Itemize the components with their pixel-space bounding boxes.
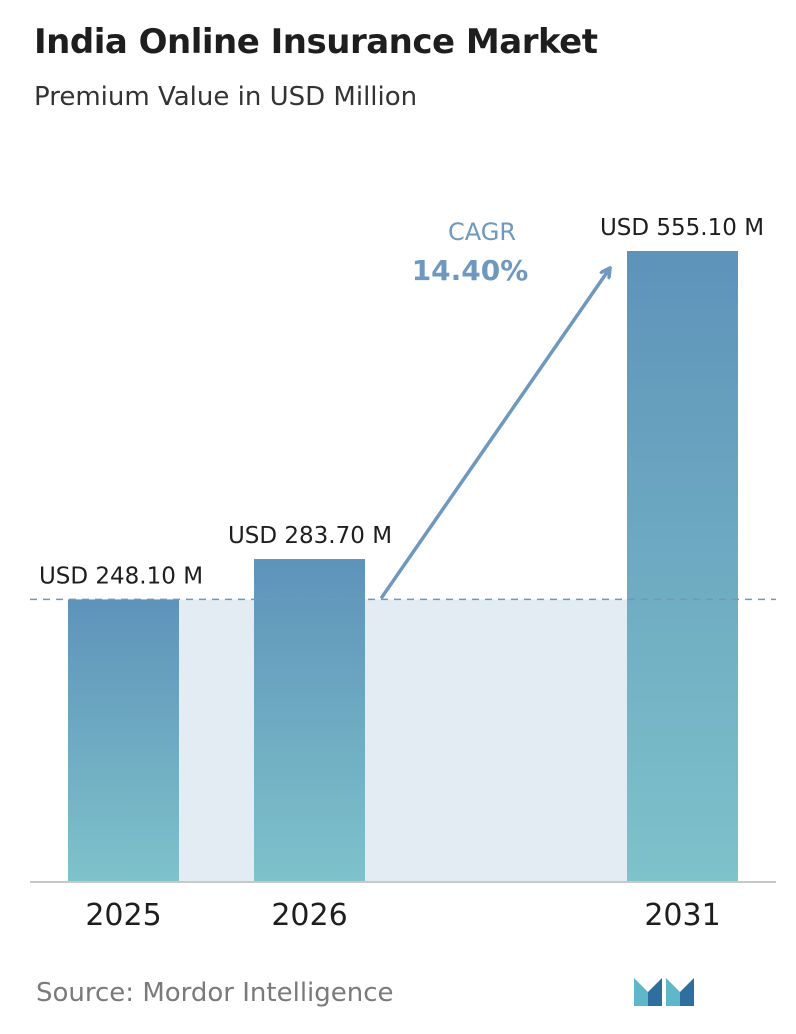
tick-label-2026: 2026: [271, 898, 347, 933]
bar-2026: [254, 559, 365, 881]
cagr-annotation: CAGR 14.40%: [380, 218, 612, 599]
data-labels-group: USD 248.10 M USD 283.70 M USD 555.10 M: [39, 215, 764, 589]
tick-label-2025: 2025: [85, 898, 161, 933]
bar-2025: [68, 599, 179, 881]
baseline-shade-area: [68, 599, 738, 881]
bars-group: [68, 251, 738, 881]
mordor-intelligence-logo-icon: [634, 978, 694, 1006]
cagr-arrow: [380, 266, 612, 599]
bar-chart: USD 248.10 M USD 283.70 M USD 555.10 M 202…: [30, 215, 776, 933]
baseline-shade-rect: [68, 599, 738, 881]
tick-label-2031: 2031: [644, 898, 720, 933]
chart-subtitle: Premium Value in USD Million: [34, 82, 418, 112]
data-label-2026: USD 283.70 M: [228, 523, 392, 549]
cagr-label: CAGR: [448, 218, 516, 246]
tick-labels-group: 2025 2026 2031: [85, 898, 720, 933]
data-label-2031: USD 555.10 M: [600, 215, 764, 241]
data-label-2025: USD 248.10 M: [39, 563, 203, 589]
source-note: Source: Mordor Intelligence: [36, 978, 394, 1008]
cagr-value: 14.40%: [412, 254, 529, 287]
bar-2031: [627, 251, 738, 881]
chart-title: India Online Insurance Market: [34, 22, 598, 62]
